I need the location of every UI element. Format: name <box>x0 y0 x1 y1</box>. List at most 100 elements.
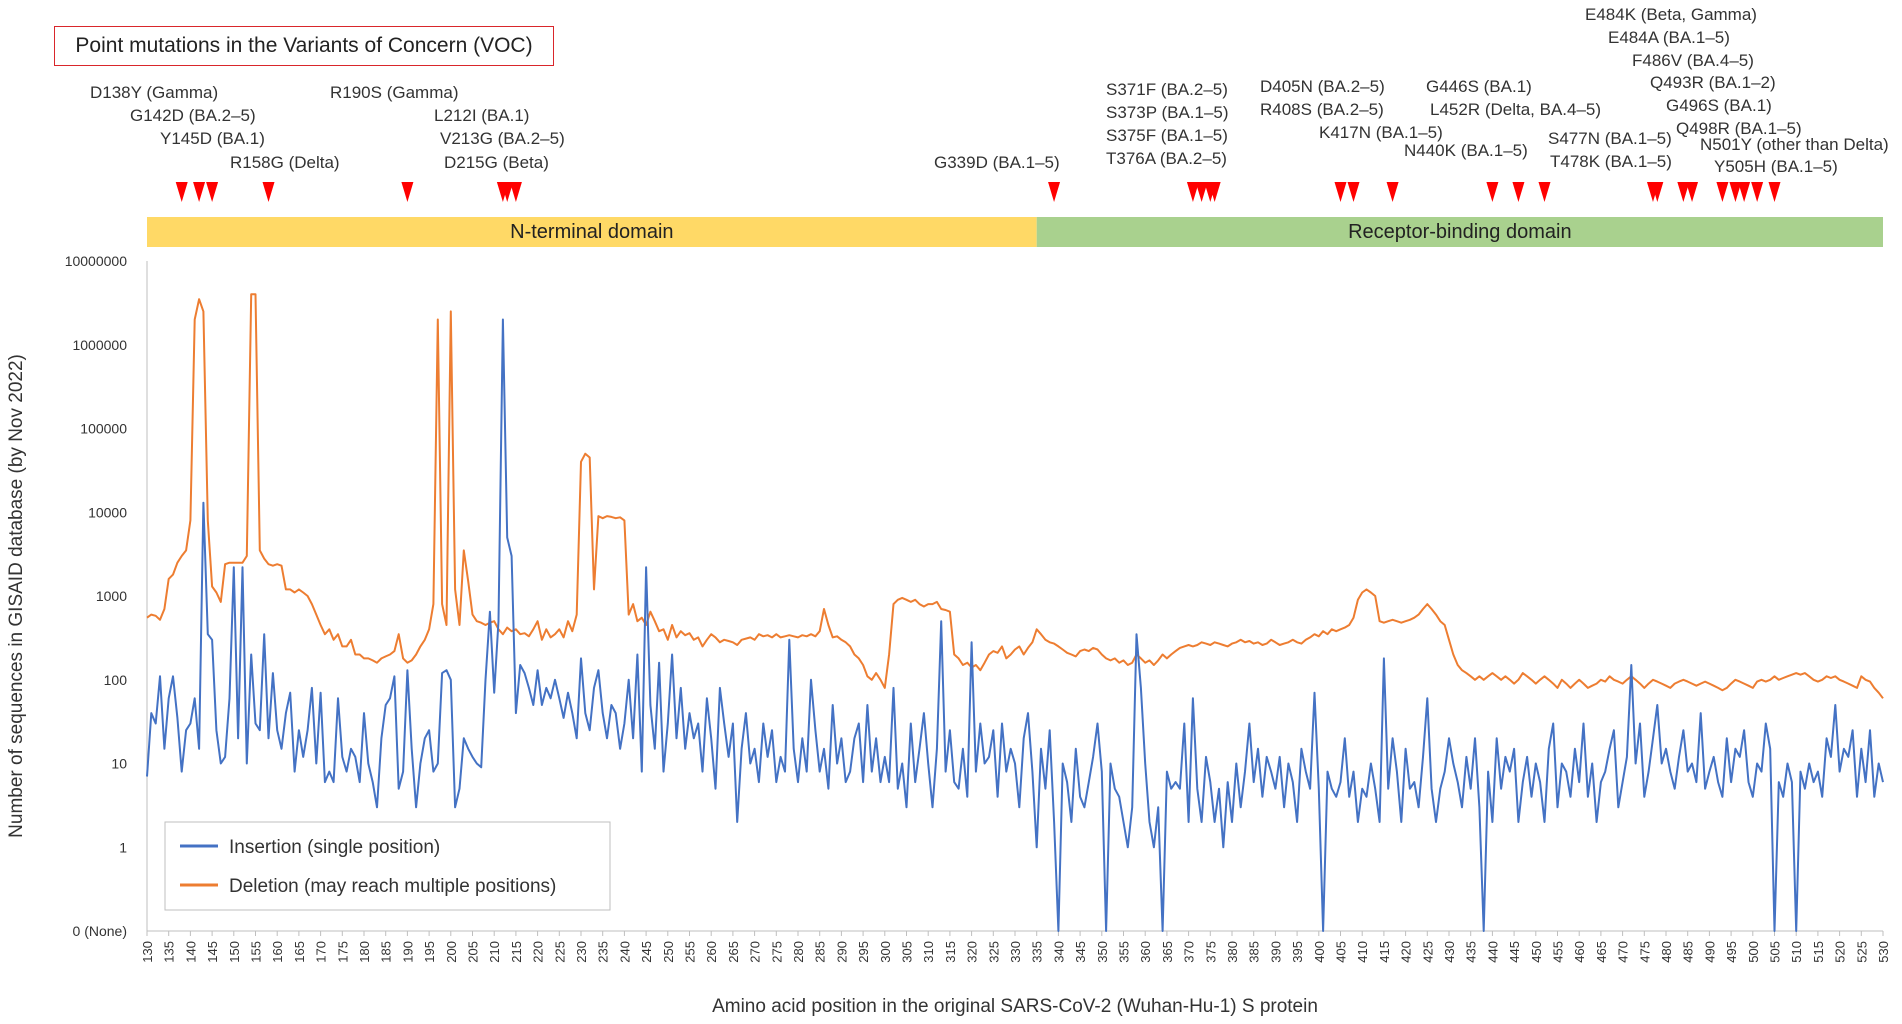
x-tick-label: 435 <box>1464 941 1479 963</box>
x-tick-label: 320 <box>965 941 980 963</box>
x-tick-label: 220 <box>531 941 546 963</box>
x-tick-label: 365 <box>1160 941 1175 963</box>
mutation-label: Y145D (BA.1) <box>160 129 265 148</box>
x-tick-label: 475 <box>1637 941 1652 963</box>
x-tick-label: 305 <box>900 941 915 963</box>
x-tick-label: 165 <box>292 941 307 963</box>
x-tick-label: 525 <box>1854 941 1869 963</box>
x-tick-label: 420 <box>1399 941 1414 963</box>
x-tick-label: 515 <box>1811 941 1826 963</box>
x-tick-label: 400 <box>1312 941 1327 963</box>
x-tick-label: 350 <box>1095 941 1110 963</box>
mutation-label: V213G (BA.2–5) <box>440 129 565 148</box>
mutation-label: S375F (BA.1–5) <box>1106 126 1228 145</box>
x-tick-label: 190 <box>400 941 415 963</box>
mutation-marker <box>1716 182 1729 202</box>
series-line-insertion <box>146 318 1884 932</box>
mutation-label: S371F (BA.2–5) <box>1106 80 1228 99</box>
mutation-label: G446S (BA.1) <box>1426 77 1532 96</box>
x-tick-label: 225 <box>552 941 567 963</box>
x-tick-label: 490 <box>1702 941 1717 963</box>
x-tick-label: 405 <box>1334 941 1349 963</box>
x-tick-label: 145 <box>205 941 220 963</box>
y-tick-label: 10000 <box>88 504 127 520</box>
mutation-label: Q498R (BA.1–5) <box>1676 119 1802 138</box>
x-tick-label: 255 <box>683 941 698 963</box>
mutation-label: G339D (BA.1–5) <box>934 153 1060 172</box>
y-tick-label: 1000000 <box>72 337 127 353</box>
mutation-label: Y505H (BA.1–5) <box>1714 157 1838 176</box>
mutation-marker <box>1751 182 1764 202</box>
legend <box>164 821 611 911</box>
y-tick-label: 1 <box>119 839 127 855</box>
mutation-label: N501Y (other than Delta) <box>1700 135 1889 154</box>
mutation-label: N440K (BA.1–5) <box>1404 141 1528 160</box>
x-tick-label: 510 <box>1789 941 1804 963</box>
x-tick-label: 150 <box>227 941 242 963</box>
mutation-label: Q493R (BA.1–2) <box>1650 73 1776 92</box>
mutation-label: R190S (Gamma) <box>330 83 458 102</box>
y-tick-label: 100000 <box>80 421 127 437</box>
x-tick-label: 460 <box>1572 941 1587 963</box>
x-tick-label: 385 <box>1247 941 1262 963</box>
x-tick-label: 450 <box>1529 941 1544 963</box>
mutation-label: E484K (Beta, Gamma) <box>1585 5 1757 24</box>
x-tick-label: 375 <box>1203 941 1218 963</box>
x-tick-label: 345 <box>1073 941 1088 963</box>
x-tick-label: 205 <box>466 941 481 963</box>
y-tick-label: 0 (None) <box>73 923 127 939</box>
x-tick-label: 160 <box>270 941 285 963</box>
mutation-marker <box>1677 182 1690 202</box>
mutation-marker <box>401 182 414 202</box>
mutation-marker <box>175 182 188 202</box>
x-tick-label: 465 <box>1594 941 1609 963</box>
x-axis-title: Amino acid position in the original SARS… <box>712 996 1318 1017</box>
x-tick-label: 135 <box>162 941 177 963</box>
mutation-label: R158G (Delta) <box>230 153 340 172</box>
mutation-marker <box>1651 182 1664 202</box>
x-tick-label: 445 <box>1507 941 1522 963</box>
x-tick-label: 240 <box>617 941 632 963</box>
mutation-label: S477N (BA.1–5) <box>1548 129 1672 148</box>
x-tick-label: 300 <box>878 941 893 963</box>
x-tick-label: 130 <box>140 941 155 963</box>
x-tick-label: 530 <box>1876 941 1891 963</box>
mutation-label: D138Y (Gamma) <box>90 83 218 102</box>
mutation-marker <box>509 182 522 202</box>
domain-label-0: N-terminal domain <box>510 221 673 243</box>
x-tick-label: 310 <box>921 941 936 963</box>
mutation-marker <box>1686 182 1699 202</box>
mutation-label: G496S (BA.1) <box>1666 96 1772 115</box>
x-tick-label: 455 <box>1551 941 1566 963</box>
mutation-label: T376A (BA.2–5) <box>1106 149 1227 168</box>
x-tick-label: 285 <box>813 941 828 963</box>
x-tick-label: 485 <box>1681 941 1696 963</box>
x-tick-label: 390 <box>1268 941 1283 963</box>
mutation-marker <box>1738 182 1751 202</box>
mutation-label: R408S (BA.2–5) <box>1260 100 1384 119</box>
x-tick-label: 200 <box>444 941 459 963</box>
mutation-label: D215G (Beta) <box>444 153 549 172</box>
voc-title-text: Point mutations in the Variants of Conce… <box>75 34 533 57</box>
mutation-marker <box>1334 182 1347 202</box>
x-tick-label: 340 <box>1051 941 1066 963</box>
x-tick-label: 185 <box>379 941 394 963</box>
x-tick-label: 315 <box>943 941 958 963</box>
x-tick-label: 235 <box>596 941 611 963</box>
x-tick-label: 265 <box>726 941 741 963</box>
x-tick-label: 210 <box>487 941 502 963</box>
mutation-marker <box>1208 182 1221 202</box>
x-tick-label: 430 <box>1442 941 1457 963</box>
x-tick-label: 335 <box>1030 941 1045 963</box>
x-tick-label: 155 <box>249 941 264 963</box>
x-tick-label: 380 <box>1225 941 1240 963</box>
x-tick-label: 355 <box>1117 941 1132 963</box>
series-line-deletion <box>146 293 1884 699</box>
x-tick-label: 195 <box>422 941 437 963</box>
mutation-label: D405N (BA.2–5) <box>1260 77 1385 96</box>
mutation-marker <box>1538 182 1551 202</box>
x-tick-label: 520 <box>1833 941 1848 963</box>
x-tick-label: 425 <box>1420 941 1435 963</box>
mutation-label: S373P (BA.1–5) <box>1106 103 1229 122</box>
